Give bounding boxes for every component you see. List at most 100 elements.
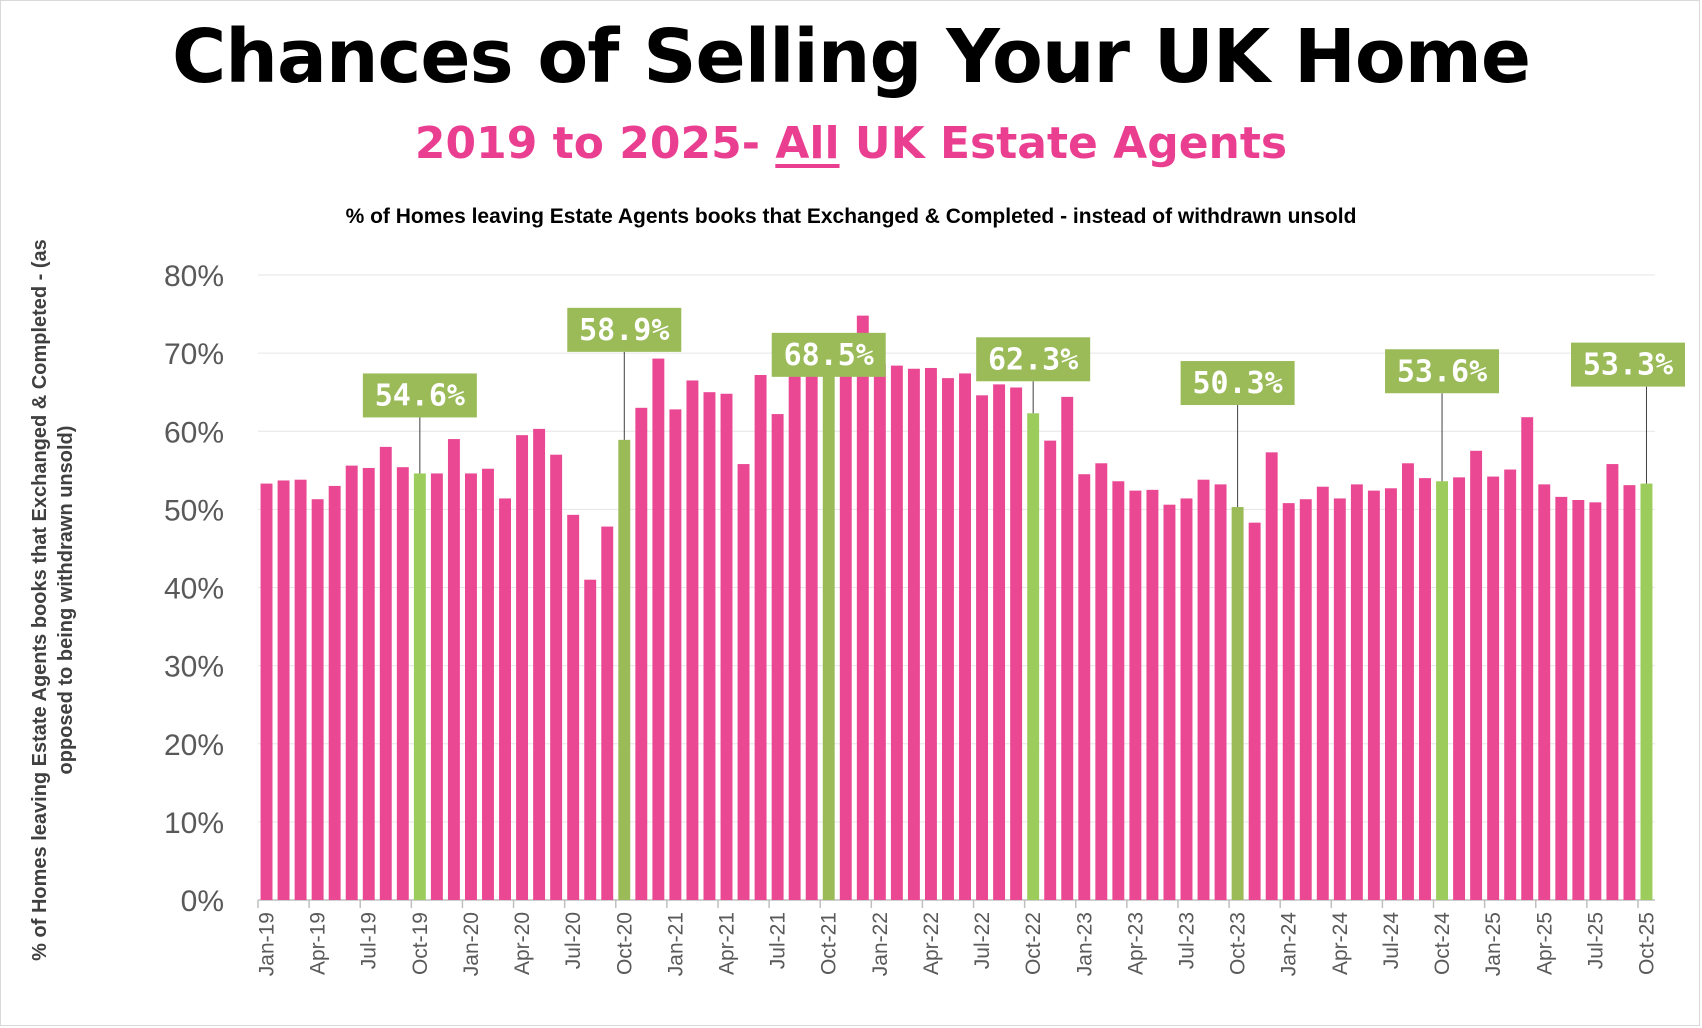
bar: [1504, 469, 1517, 900]
x-tick-label: Oct-19: [409, 912, 432, 975]
bar: [1299, 499, 1312, 900]
bar: [1248, 522, 1261, 900]
bar: [584, 579, 597, 900]
chart-title: % of Homes leaving Estate Agents books t…: [345, 205, 1357, 228]
bar: [1044, 440, 1057, 900]
y-tick-label: 30%: [164, 651, 224, 684]
page-subtitle: 2019 to 2025- All UK Estate Agents: [0, 118, 1702, 169]
bar: [277, 480, 290, 900]
callout-box: [362, 373, 477, 418]
callout-box: [1385, 349, 1500, 394]
callout-label: 68.5%: [784, 338, 874, 373]
bar: [362, 467, 375, 900]
bar: [1402, 463, 1414, 900]
callout-label: 62.3%: [988, 342, 1078, 377]
bar: [1333, 498, 1346, 900]
bar: [1316, 486, 1329, 900]
bar: [873, 364, 886, 900]
bar: [1606, 464, 1619, 900]
bar: [1146, 489, 1159, 900]
subtitle-post: UK Estate Agents: [839, 118, 1288, 169]
callout-box: [1571, 342, 1685, 387]
bar: [703, 392, 716, 900]
x-tick-label: Jan-25: [1482, 912, 1505, 976]
highlight-bar: [1231, 507, 1244, 900]
callout-label: 53.6%: [1397, 354, 1487, 389]
bar: [771, 414, 784, 900]
bar: [1163, 504, 1176, 900]
x-tick-label: Jul-25: [1584, 912, 1607, 969]
bar: [345, 465, 358, 900]
callout-label: 50.3%: [1192, 366, 1282, 401]
bar: [890, 365, 903, 900]
bar: [924, 367, 937, 900]
bar: [311, 499, 324, 900]
x-tick-label: Apr-21: [716, 912, 739, 975]
bar: [1282, 503, 1295, 900]
bar: [567, 514, 580, 900]
bar: [396, 467, 409, 900]
bar: [1572, 500, 1585, 900]
callout-box: [976, 337, 1091, 382]
x-tick-label: Oct-21: [818, 912, 841, 975]
highlight-bar: [1027, 413, 1040, 900]
bar: [1453, 477, 1466, 900]
x-tick-label: Jul-24: [1380, 912, 1403, 970]
bar: [1367, 490, 1380, 900]
x-tick-label: Jan-20: [460, 912, 483, 976]
bar: [1214, 484, 1227, 900]
bar: [907, 368, 920, 900]
bar: [737, 464, 750, 900]
bar: [1350, 484, 1363, 900]
bar: [601, 526, 614, 900]
bar: [788, 348, 801, 900]
bar: [1010, 387, 1023, 900]
bar: [686, 380, 699, 900]
bar: [1419, 478, 1431, 900]
x-tick-label: Jul-21: [767, 912, 790, 969]
bar: [1265, 452, 1278, 900]
highlight-bar: [1436, 481, 1449, 900]
bar: [1589, 502, 1602, 900]
x-tick-label: Oct-25: [1635, 912, 1658, 975]
bar: [294, 479, 307, 900]
bar: [1095, 463, 1108, 900]
x-tick-label: Apr-24: [1329, 912, 1352, 975]
highlight-bar: [1640, 483, 1653, 900]
y-tick-label: 10%: [164, 807, 224, 840]
highlight-bar: [413, 473, 426, 900]
x-tick-label: Oct-23: [1227, 912, 1250, 975]
bar: [464, 473, 477, 900]
bar: [720, 393, 733, 900]
bar: [430, 473, 443, 900]
x-tick-label: Jul-20: [562, 912, 585, 969]
bar: [1384, 488, 1397, 900]
bar: [1538, 484, 1551, 900]
y-tick-label: 50%: [164, 494, 224, 527]
bar: [652, 358, 665, 900]
subtitle-underlined: All: [775, 118, 840, 169]
y-tick-label: 60%: [164, 416, 224, 449]
x-tick-label: Jan-23: [1073, 912, 1096, 976]
x-tick-label: Jan-24: [1278, 912, 1301, 977]
bar: [959, 373, 971, 900]
bar: [942, 378, 954, 900]
bar: [1555, 496, 1568, 900]
bar: [482, 468, 494, 900]
bar: [635, 407, 648, 900]
bar: [260, 483, 273, 900]
x-tick-label: Jul-23: [1175, 912, 1198, 969]
y-tick-label: 80%: [164, 260, 224, 293]
x-tick-label: Apr-19: [307, 912, 330, 975]
bar: [976, 395, 989, 900]
bar: [1112, 481, 1125, 900]
bar: [533, 428, 546, 900]
bar: [805, 336, 818, 900]
bar: [328, 485, 341, 900]
callout-label: 53.3%: [1583, 348, 1673, 383]
x-tick-label: Apr-23: [1124, 912, 1147, 975]
x-tick-label: Apr-25: [1533, 912, 1556, 975]
bar: [839, 372, 852, 900]
